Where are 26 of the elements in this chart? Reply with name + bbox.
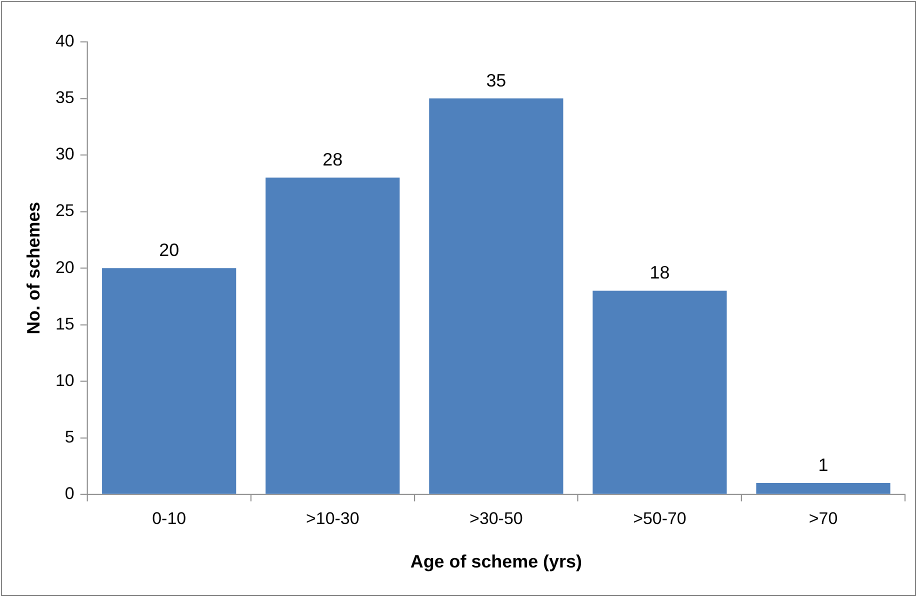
x-tick-label: >30-50 xyxy=(470,509,523,528)
y-tick-label: 10 xyxy=(55,370,74,390)
x-tick-label: >70 xyxy=(808,509,838,528)
x-axis-title: Age of scheme (yrs) xyxy=(410,551,582,572)
data-label: 35 xyxy=(486,70,506,90)
y-tick-label: 15 xyxy=(55,314,74,334)
y-tick-label: 5 xyxy=(64,427,74,446)
data-label: 18 xyxy=(650,262,670,283)
bar xyxy=(592,290,727,494)
bar xyxy=(102,268,236,494)
data-label: 1 xyxy=(818,455,828,476)
y-tick-label: 30 xyxy=(55,144,74,164)
data-label: 28 xyxy=(322,150,343,170)
y-tick-label: 25 xyxy=(55,201,74,220)
y-axis-title: No. of schemes xyxy=(24,202,44,334)
bar xyxy=(266,178,400,494)
y-tick-label: 20 xyxy=(55,258,74,277)
bar xyxy=(429,98,564,494)
x-tick-label: 0-10 xyxy=(152,509,186,528)
x-tick-label: >10-30 xyxy=(306,509,360,528)
bar xyxy=(756,483,890,494)
y-tick-label: 35 xyxy=(55,88,74,108)
x-tick-label: >50-70 xyxy=(633,509,686,528)
data-label: 20 xyxy=(159,240,180,260)
y-tick-label: 0 xyxy=(64,484,74,504)
y-tick-label: 40 xyxy=(55,32,74,51)
